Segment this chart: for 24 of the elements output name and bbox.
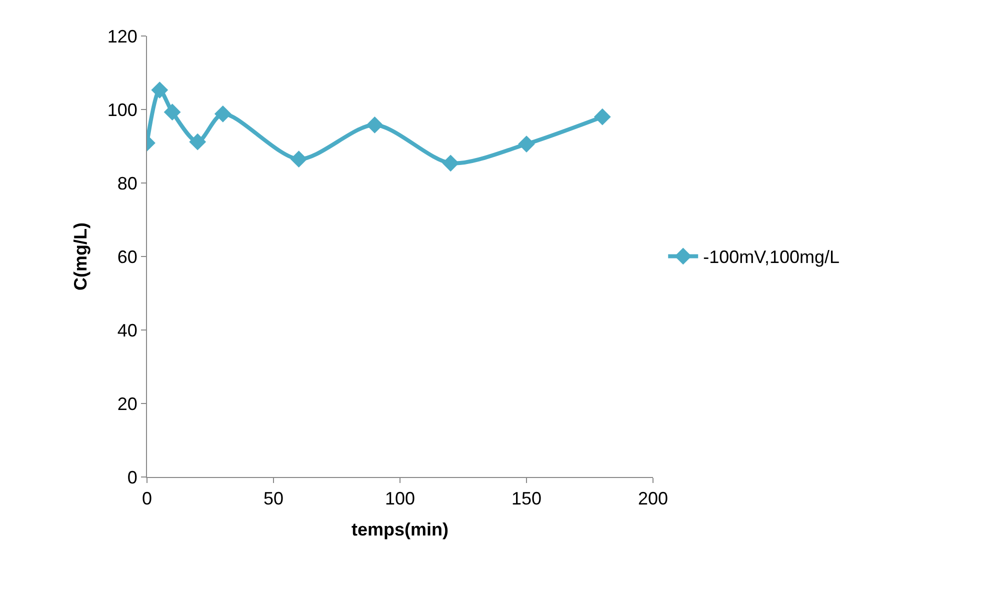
- y-tick-label: 40: [117, 320, 138, 340]
- y-tick-label: 120: [107, 26, 138, 46]
- y-tick-label: 80: [117, 173, 138, 194]
- point: [290, 150, 308, 168]
- x-tick-label: 150: [511, 488, 542, 509]
- y-tick-label: 0: [127, 467, 138, 488]
- x-tick-label: 100: [384, 488, 416, 509]
- x-tick-label: 50: [263, 488, 284, 509]
- point: [442, 154, 460, 172]
- y-tick-label: 60: [117, 246, 138, 267]
- x-axis-title: temps(min): [351, 520, 449, 540]
- x-tick-label: 0: [142, 488, 152, 509]
- point: [594, 108, 611, 126]
- x-tick-label: 200: [638, 488, 668, 509]
- legend-label: -100mV,100mg/L: [703, 247, 840, 268]
- point: [164, 104, 181, 121]
- point: [518, 136, 535, 152]
- point: [366, 116, 384, 134]
- y-axis-title: C(mg/L): [70, 222, 91, 290]
- point: [214, 105, 232, 122]
- point: [189, 133, 206, 150]
- y-tick-label: 20: [117, 394, 138, 414]
- y-tick-label: 100: [107, 100, 138, 120]
- point: [151, 82, 168, 98]
